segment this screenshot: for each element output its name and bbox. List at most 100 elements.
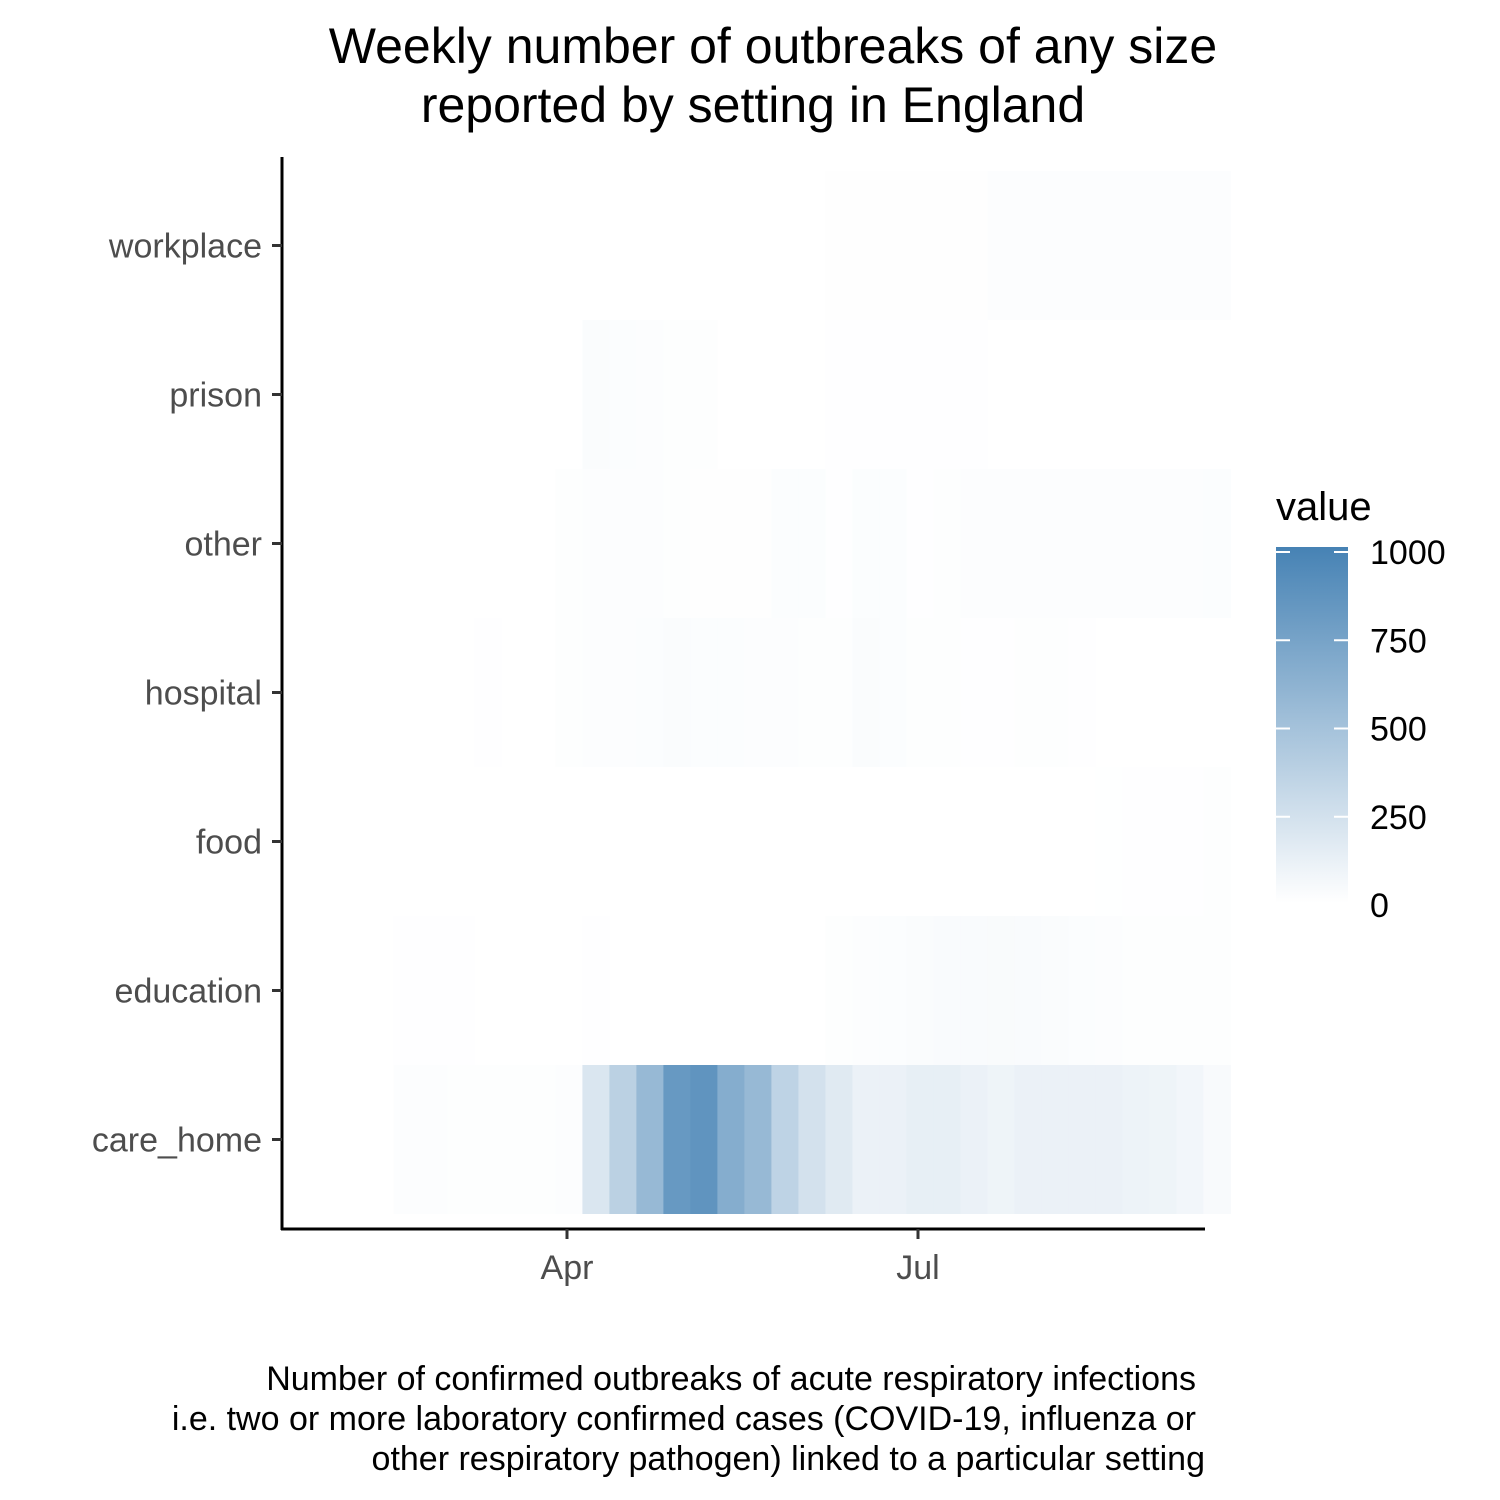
heatmap-tile: [933, 1065, 961, 1214]
heatmap-tile: [420, 1065, 448, 1214]
heatmap-tile: [933, 916, 961, 1065]
heatmap-tile: [555, 618, 583, 767]
chart-title: Weekly number of outbreaks of any size r…: [329, 18, 1217, 133]
heatmap-tile: [1203, 1065, 1231, 1214]
legend-tick-label: 500: [1370, 711, 1427, 749]
heatmap-tile: [528, 1065, 556, 1214]
heatmap-tile: [393, 1065, 421, 1214]
heatmap-tile: [528, 916, 556, 1065]
heatmap-tile: [1122, 1065, 1150, 1214]
heatmap-tile: [906, 916, 934, 1065]
heatmap-tile: [528, 320, 556, 469]
heatmap-tile: [420, 171, 448, 320]
heatmap-tile: [393, 767, 421, 916]
heatmap-tile: [636, 171, 664, 320]
heatmap-tile: [933, 320, 961, 469]
heatmap-tile: [744, 171, 772, 320]
heatmap-tile: [393, 171, 421, 320]
heatmap-tile: [879, 767, 907, 916]
heatmap-tile: [960, 320, 988, 469]
heatmap-tile: [663, 320, 691, 469]
heatmap-tile: [1041, 618, 1069, 767]
chart-title-line-1: Weekly number of outbreaks of any size: [329, 18, 1217, 74]
heatmap-tile: [636, 767, 664, 916]
heatmap-tile: [609, 171, 637, 320]
heatmap-tile: [474, 469, 502, 618]
heatmap-tile: [1149, 320, 1177, 469]
heatmap-tile: [1095, 469, 1123, 618]
heatmap-tile: [582, 916, 610, 1065]
heatmap-tile: [663, 767, 691, 916]
heatmap-tile: [528, 618, 556, 767]
heatmap-tile: [717, 469, 745, 618]
heatmap-tile: [501, 916, 529, 1065]
heatmap-tile: [447, 1065, 475, 1214]
heatmap-tile: [825, 320, 853, 469]
heatmap-tile: [1068, 320, 1096, 469]
heatmap-tile: [1068, 1065, 1096, 1214]
caption-line-3: other respiratory pathogen) linked to a …: [372, 1440, 1205, 1478]
heatmap-tile: [798, 320, 826, 469]
heatmap-tile: [1176, 618, 1204, 767]
chart-caption: Number of confirmed outbreaks of acute r…: [172, 1360, 1205, 1478]
heatmap-tile: [825, 916, 853, 1065]
heatmap-tile: [555, 1065, 583, 1214]
heatmap-tile: [1068, 916, 1096, 1065]
heatmap-tile: [987, 916, 1015, 1065]
legend-colorbar: [1276, 547, 1348, 903]
heatmap-tile: [717, 916, 745, 1065]
heatmap-tile: [690, 320, 718, 469]
heatmap-tile: [987, 767, 1015, 916]
heatmap-tile: [1095, 618, 1123, 767]
caption-line-1: Number of confirmed outbreaks of acute r…: [266, 1360, 1196, 1398]
heatmap-tile: [1095, 171, 1123, 320]
heatmap-tile: [1203, 171, 1231, 320]
heatmap-tile: [1095, 916, 1123, 1065]
heatmap-tile: [987, 469, 1015, 618]
heatmap-tile: [690, 767, 718, 916]
heatmap-tile: [1176, 1065, 1204, 1214]
legend-tick-label: 0: [1370, 887, 1389, 925]
heatmap-tile: [690, 1065, 718, 1214]
heatmap-tile: [852, 469, 880, 618]
x-tick-label: Jul: [896, 1249, 939, 1287]
heatmap-tile: [393, 618, 421, 767]
heatmap-tile: [1176, 916, 1204, 1065]
heatmap-tile: [1014, 916, 1042, 1065]
heatmap-tile: [744, 1065, 772, 1214]
heatmap-tile: [474, 618, 502, 767]
heatmap-tile: [1014, 171, 1042, 320]
heatmap-tile: [825, 767, 853, 916]
heatmap-tile: [528, 767, 556, 916]
heatmap-tile: [1149, 171, 1177, 320]
heatmap-tile: [960, 469, 988, 618]
heatmap-tile: [1203, 469, 1231, 618]
heatmap-tile: [582, 320, 610, 469]
legend-title: value: [1276, 485, 1372, 529]
heatmap-tile: [1068, 469, 1096, 618]
heatmap-tile: [771, 618, 799, 767]
heatmap-tile: [690, 618, 718, 767]
y-axis-tick-labels: care_home education food hospital other priso…: [92, 228, 262, 1160]
heatmap-tile: [663, 469, 691, 618]
y-tick-label: hospital: [145, 675, 262, 713]
heatmap-tile: [771, 171, 799, 320]
heatmap-tile: [771, 1065, 799, 1214]
heatmap-tile: [1149, 1065, 1177, 1214]
heatmap-tile: [1122, 618, 1150, 767]
heatmap-tile: [690, 171, 718, 320]
heatmap-tile: [609, 469, 637, 618]
heatmap-tile: [393, 916, 421, 1065]
heatmap-tile: [555, 171, 583, 320]
heatmap-tile: [1203, 767, 1231, 916]
heatmap-tile: [1041, 171, 1069, 320]
heatmap-tile: [420, 916, 448, 1065]
heatmap-tile: [1041, 1065, 1069, 1214]
heatmap-tile: [528, 469, 556, 618]
heatmap-tile: [1203, 916, 1231, 1065]
heatmap-tile: [690, 916, 718, 1065]
heatmap-tile: [1068, 171, 1096, 320]
heatmap-tiles: [393, 171, 1231, 1214]
heatmap-tile: [879, 1065, 907, 1214]
heatmap-tile: [933, 171, 961, 320]
